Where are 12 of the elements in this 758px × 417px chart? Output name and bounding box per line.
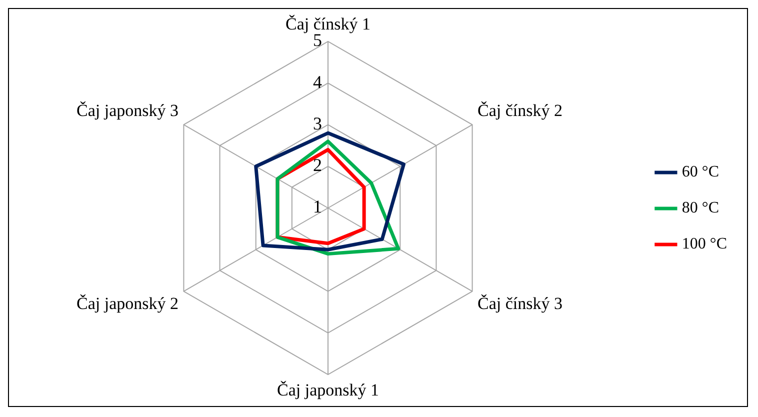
legend-label: 60 °C bbox=[682, 164, 720, 181]
y-tick-label: 1 bbox=[313, 196, 322, 217]
legend-label: 100 °C bbox=[682, 236, 728, 253]
spoke-label: Čaj japonský 3 bbox=[76, 100, 179, 120]
spoke-label: Čaj japonský 2 bbox=[76, 294, 179, 313]
spoke-label: Čaj čínský 3 bbox=[477, 294, 562, 313]
legend-label: 80 °C bbox=[682, 200, 720, 217]
spoke-label: Čaj japonský 1 bbox=[277, 380, 379, 400]
y-tick-label: 2 bbox=[313, 155, 322, 176]
y-tick-label: 4 bbox=[313, 72, 322, 92]
y-tick-label: 3 bbox=[313, 113, 322, 134]
spoke-label: Čaj čínský 2 bbox=[477, 100, 562, 120]
